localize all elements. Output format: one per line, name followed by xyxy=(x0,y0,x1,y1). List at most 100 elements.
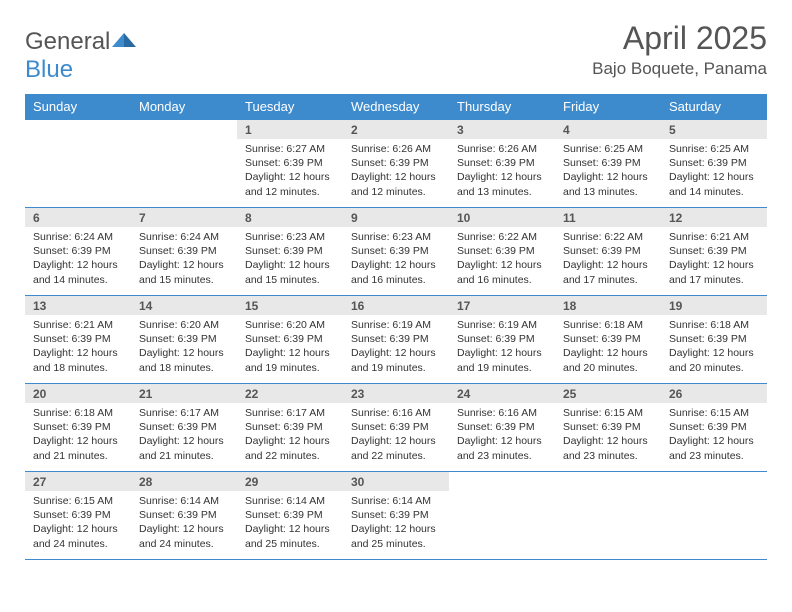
day-number: 15 xyxy=(237,296,343,315)
day-content: Sunrise: 6:19 AMSunset: 6:39 PMDaylight:… xyxy=(343,315,449,381)
day-content: Sunrise: 6:17 AMSunset: 6:39 PMDaylight:… xyxy=(237,403,343,469)
weekday-header: Tuesday xyxy=(237,94,343,119)
calendar-cell-empty xyxy=(131,119,237,207)
day-content: Sunrise: 6:21 AMSunset: 6:39 PMDaylight:… xyxy=(661,227,767,293)
day-content: Sunrise: 6:15 AMSunset: 6:39 PMDaylight:… xyxy=(555,403,661,469)
calendar-cell: 21Sunrise: 6:17 AMSunset: 6:39 PMDayligh… xyxy=(131,383,237,471)
day-content: Sunrise: 6:18 AMSunset: 6:39 PMDaylight:… xyxy=(555,315,661,381)
calendar-cell-empty xyxy=(661,471,767,559)
day-content: Sunrise: 6:25 AMSunset: 6:39 PMDaylight:… xyxy=(555,139,661,205)
calendar-cell-empty xyxy=(449,471,555,559)
day-number: 10 xyxy=(449,208,555,227)
logo: GeneralBlue xyxy=(25,28,138,84)
day-number: 27 xyxy=(25,472,131,491)
calendar-cell: 28Sunrise: 6:14 AMSunset: 6:39 PMDayligh… xyxy=(131,471,237,559)
calendar-cell: 25Sunrise: 6:15 AMSunset: 6:39 PMDayligh… xyxy=(555,383,661,471)
title-block: April 2025 Bajo Boquete, Panama xyxy=(592,20,767,79)
day-content: Sunrise: 6:25 AMSunset: 6:39 PMDaylight:… xyxy=(661,139,767,205)
day-content: Sunrise: 6:26 AMSunset: 6:39 PMDaylight:… xyxy=(343,139,449,205)
page-header: GeneralBlue April 2025 Bajo Boquete, Pan… xyxy=(25,20,767,84)
day-content: Sunrise: 6:19 AMSunset: 6:39 PMDaylight:… xyxy=(449,315,555,381)
logo-text: GeneralBlue xyxy=(25,28,138,84)
calendar-cell: 2Sunrise: 6:26 AMSunset: 6:39 PMDaylight… xyxy=(343,119,449,207)
day-content: Sunrise: 6:15 AMSunset: 6:39 PMDaylight:… xyxy=(661,403,767,469)
day-content: Sunrise: 6:15 AMSunset: 6:39 PMDaylight:… xyxy=(25,491,131,557)
day-number: 8 xyxy=(237,208,343,227)
day-content: Sunrise: 6:22 AMSunset: 6:39 PMDaylight:… xyxy=(449,227,555,293)
calendar-cell: 7Sunrise: 6:24 AMSunset: 6:39 PMDaylight… xyxy=(131,207,237,295)
calendar-cell: 24Sunrise: 6:16 AMSunset: 6:39 PMDayligh… xyxy=(449,383,555,471)
day-number: 26 xyxy=(661,384,767,403)
day-number: 14 xyxy=(131,296,237,315)
calendar-cell: 30Sunrise: 6:14 AMSunset: 6:39 PMDayligh… xyxy=(343,471,449,559)
day-content: Sunrise: 6:27 AMSunset: 6:39 PMDaylight:… xyxy=(237,139,343,205)
day-content: Sunrise: 6:26 AMSunset: 6:39 PMDaylight:… xyxy=(449,139,555,205)
day-content: Sunrise: 6:17 AMSunset: 6:39 PMDaylight:… xyxy=(131,403,237,469)
day-number: 24 xyxy=(449,384,555,403)
day-content: Sunrise: 6:14 AMSunset: 6:39 PMDaylight:… xyxy=(131,491,237,557)
day-number: 11 xyxy=(555,208,661,227)
calendar-cell: 23Sunrise: 6:16 AMSunset: 6:39 PMDayligh… xyxy=(343,383,449,471)
day-content: Sunrise: 6:18 AMSunset: 6:39 PMDaylight:… xyxy=(661,315,767,381)
day-number: 25 xyxy=(555,384,661,403)
calendar-cell-empty xyxy=(25,119,131,207)
day-content: Sunrise: 6:14 AMSunset: 6:39 PMDaylight:… xyxy=(237,491,343,557)
day-number: 30 xyxy=(343,472,449,491)
day-number: 28 xyxy=(131,472,237,491)
weekday-header: Wednesday xyxy=(343,94,449,119)
calendar-cell: 1Sunrise: 6:27 AMSunset: 6:39 PMDaylight… xyxy=(237,119,343,207)
day-number: 29 xyxy=(237,472,343,491)
day-number: 17 xyxy=(449,296,555,315)
day-number: 6 xyxy=(25,208,131,227)
logo-icon xyxy=(112,28,138,56)
calendar-cell: 18Sunrise: 6:18 AMSunset: 6:39 PMDayligh… xyxy=(555,295,661,383)
calendar-cell: 14Sunrise: 6:20 AMSunset: 6:39 PMDayligh… xyxy=(131,295,237,383)
calendar-cell: 3Sunrise: 6:26 AMSunset: 6:39 PMDaylight… xyxy=(449,119,555,207)
calendar-cell: 20Sunrise: 6:18 AMSunset: 6:39 PMDayligh… xyxy=(25,383,131,471)
location-label: Bajo Boquete, Panama xyxy=(592,59,767,79)
logo-text-gray: General xyxy=(25,28,110,55)
calendar-cell: 22Sunrise: 6:17 AMSunset: 6:39 PMDayligh… xyxy=(237,383,343,471)
day-content: Sunrise: 6:23 AMSunset: 6:39 PMDaylight:… xyxy=(237,227,343,293)
calendar-cell: 15Sunrise: 6:20 AMSunset: 6:39 PMDayligh… xyxy=(237,295,343,383)
calendar-cell: 16Sunrise: 6:19 AMSunset: 6:39 PMDayligh… xyxy=(343,295,449,383)
day-number: 1 xyxy=(237,120,343,139)
weekday-header: Saturday xyxy=(661,94,767,119)
day-content: Sunrise: 6:16 AMSunset: 6:39 PMDaylight:… xyxy=(449,403,555,469)
calendar-cell: 26Sunrise: 6:15 AMSunset: 6:39 PMDayligh… xyxy=(661,383,767,471)
calendar-cell: 27Sunrise: 6:15 AMSunset: 6:39 PMDayligh… xyxy=(25,471,131,559)
calendar-body: 1Sunrise: 6:27 AMSunset: 6:39 PMDaylight… xyxy=(25,119,767,560)
weekday-header: Sunday xyxy=(25,94,131,119)
day-number: 3 xyxy=(449,120,555,139)
day-content: Sunrise: 6:24 AMSunset: 6:39 PMDaylight:… xyxy=(131,227,237,293)
day-number: 21 xyxy=(131,384,237,403)
calendar-cell: 8Sunrise: 6:23 AMSunset: 6:39 PMDaylight… xyxy=(237,207,343,295)
calendar-cell: 19Sunrise: 6:18 AMSunset: 6:39 PMDayligh… xyxy=(661,295,767,383)
calendar-bottom-rule xyxy=(25,559,767,560)
day-content: Sunrise: 6:14 AMSunset: 6:39 PMDaylight:… xyxy=(343,491,449,557)
day-number: 22 xyxy=(237,384,343,403)
day-number: 20 xyxy=(25,384,131,403)
day-content: Sunrise: 6:20 AMSunset: 6:39 PMDaylight:… xyxy=(237,315,343,381)
calendar-cell: 10Sunrise: 6:22 AMSunset: 6:39 PMDayligh… xyxy=(449,207,555,295)
day-number: 2 xyxy=(343,120,449,139)
day-number: 23 xyxy=(343,384,449,403)
day-content: Sunrise: 6:24 AMSunset: 6:39 PMDaylight:… xyxy=(25,227,131,293)
day-number: 5 xyxy=(661,120,767,139)
calendar-cell: 6Sunrise: 6:24 AMSunset: 6:39 PMDaylight… xyxy=(25,207,131,295)
day-content: Sunrise: 6:21 AMSunset: 6:39 PMDaylight:… xyxy=(25,315,131,381)
calendar-cell: 13Sunrise: 6:21 AMSunset: 6:39 PMDayligh… xyxy=(25,295,131,383)
calendar-cell: 9Sunrise: 6:23 AMSunset: 6:39 PMDaylight… xyxy=(343,207,449,295)
calendar-cell: 29Sunrise: 6:14 AMSunset: 6:39 PMDayligh… xyxy=(237,471,343,559)
calendar-cell-empty xyxy=(555,471,661,559)
day-number: 7 xyxy=(131,208,237,227)
day-number: 18 xyxy=(555,296,661,315)
day-number: 9 xyxy=(343,208,449,227)
day-number: 16 xyxy=(343,296,449,315)
calendar-cell: 12Sunrise: 6:21 AMSunset: 6:39 PMDayligh… xyxy=(661,207,767,295)
calendar-header-row: SundayMondayTuesdayWednesdayThursdayFrid… xyxy=(25,94,767,119)
weekday-header: Thursday xyxy=(449,94,555,119)
calendar-cell: 17Sunrise: 6:19 AMSunset: 6:39 PMDayligh… xyxy=(449,295,555,383)
calendar-cell: 5Sunrise: 6:25 AMSunset: 6:39 PMDaylight… xyxy=(661,119,767,207)
day-content: Sunrise: 6:22 AMSunset: 6:39 PMDaylight:… xyxy=(555,227,661,293)
